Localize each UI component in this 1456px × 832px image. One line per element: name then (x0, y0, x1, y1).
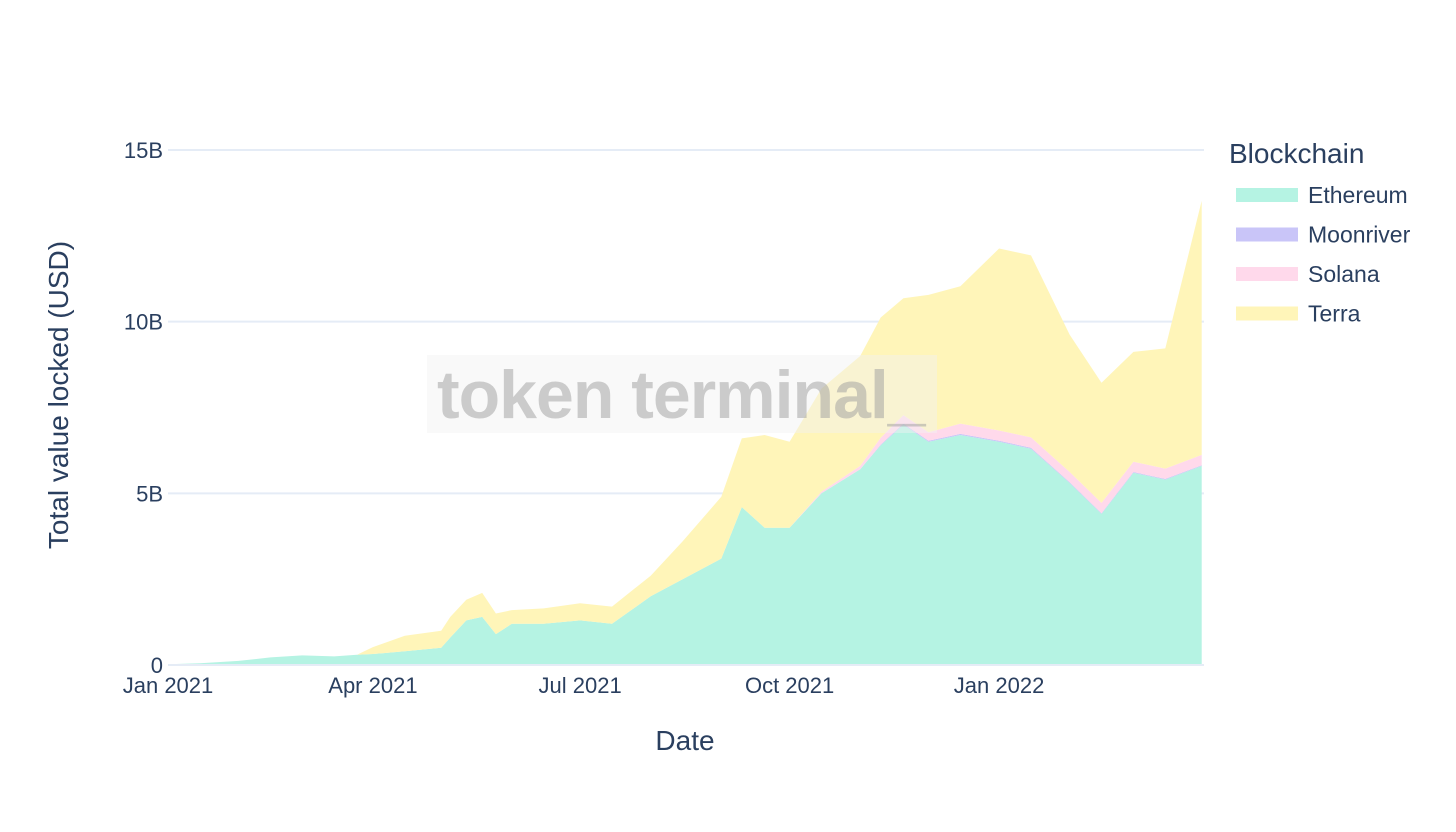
y-tick-label-3: 15B (124, 138, 163, 163)
legend-swatch-terra (1236, 306, 1298, 321)
area-terra (168, 200, 1202, 665)
legend-label-terra: Terra (1308, 301, 1361, 327)
legend-label-moonriver: Moonriver (1308, 222, 1411, 248)
legend-label-ethereum: Ethereum (1308, 182, 1408, 208)
x-tick-label-1: Apr 2021 (328, 673, 417, 698)
y-tick-label-2: 10B (124, 310, 163, 335)
stacked-area-series (168, 200, 1202, 665)
legend-swatch-solana (1236, 267, 1298, 281)
legend-swatch-moonriver (1236, 227, 1298, 242)
x-tick-label-3: Oct 2021 (745, 673, 834, 698)
y-tick-labels: 0 5B 10B 15B (124, 138, 163, 678)
y-axis-title: Total value locked (USD) (43, 241, 74, 549)
watermark: token terminal_ (427, 355, 937, 433)
x-axis-title: Date (655, 725, 714, 756)
x-tick-label-2: Jul 2021 (539, 673, 622, 698)
legend-label-solana: Solana (1308, 261, 1380, 287)
legend-title: Blockchain (1229, 138, 1364, 169)
y-tick-label-1: 5B (136, 481, 163, 506)
x-tick-label-0: Jan 2021 (123, 673, 214, 698)
legend: Blockchain Ethereum Moonriver Solana Terra (1229, 138, 1411, 327)
x-tick-labels: Jan 2021 Apr 2021 Jul 2021 Oct 2021 Jan 2022 (123, 673, 1045, 698)
watermark-text: token terminal_ (437, 357, 927, 433)
legend-swatch-ethereum (1236, 188, 1298, 202)
x-tick-label-4: Jan 2022 (954, 673, 1045, 698)
y-tick-label-0: 0 (151, 653, 163, 678)
area-ethereum (168, 424, 1202, 665)
